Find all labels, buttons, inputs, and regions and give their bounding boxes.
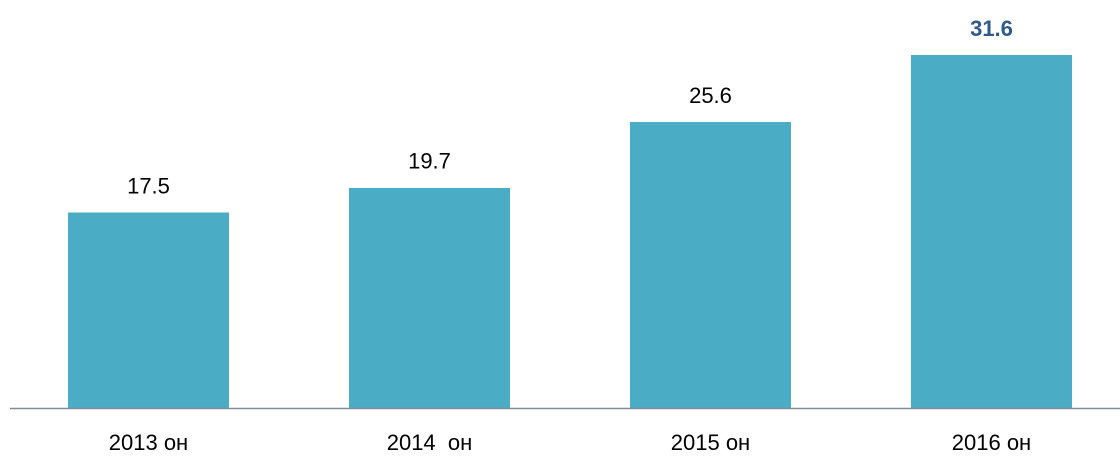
x-tick-label: 2014 он (387, 430, 473, 455)
bar (911, 55, 1072, 408)
bar (630, 122, 791, 408)
value-label: 31.6 (970, 16, 1013, 41)
x-tick-label: 2015 он (671, 430, 750, 455)
x-tick-label: 2013 он (109, 430, 188, 455)
value-label: 25.6 (689, 83, 732, 108)
bar (68, 212, 229, 408)
value-label: 19.7 (408, 149, 451, 174)
value-label: 17.5 (127, 173, 170, 198)
x-tick-label: 2016 он (952, 430, 1031, 455)
bar (349, 187, 510, 408)
